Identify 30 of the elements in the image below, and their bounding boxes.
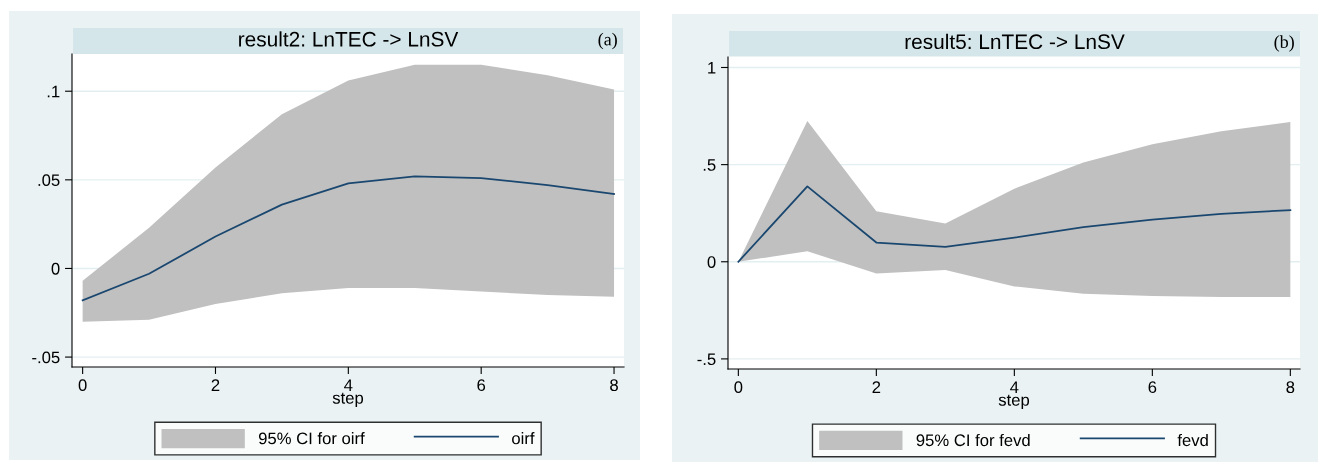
text: 95% CI for oirf [258, 432, 365, 445]
x-axis-title: step [332, 392, 364, 408]
text: (b) [1274, 35, 1294, 52]
x-tick-label: 0 [734, 381, 743, 394]
x-tick-label: 2 [872, 381, 881, 393]
y-tick-label: .1 [47, 85, 60, 98]
y-tick-label: 0 [51, 262, 60, 275]
y-tick-label: 0 [707, 256, 716, 268]
y-tick-label: 1 [708, 62, 716, 74]
text: (a) [598, 32, 617, 50]
line-series [81, 175, 615, 302]
x-tick-label: 8 [1286, 381, 1295, 394]
y-tick-label: -.05 [32, 351, 60, 364]
y-tick-label: .5 [703, 159, 716, 171]
x-tick-label: 4 [344, 379, 353, 391]
legend-label: oirf [512, 432, 535, 445]
x-tick-label: 6 [1148, 381, 1157, 394]
chart-title: result2: LnTEC -> LnSV [239, 31, 459, 47]
chart-title: result5: LnTEC -> LnSV [905, 33, 1125, 50]
line-series [737, 185, 1292, 263]
y-tick-label: -.5 [697, 353, 716, 366]
x-axis-title: step [998, 394, 1030, 410]
x-tick-label: 4 [1010, 381, 1019, 393]
x-tick-label: 2 [211, 379, 220, 391]
x-tick-label: 6 [477, 379, 486, 392]
x-tick-label: 8 [610, 379, 618, 392]
legend-label: fevd [1177, 433, 1208, 447]
text: 95% CI for fevd [916, 433, 1030, 447]
x-tick-label: 0 [78, 379, 87, 392]
y-tick-label: .05 [38, 174, 60, 187]
